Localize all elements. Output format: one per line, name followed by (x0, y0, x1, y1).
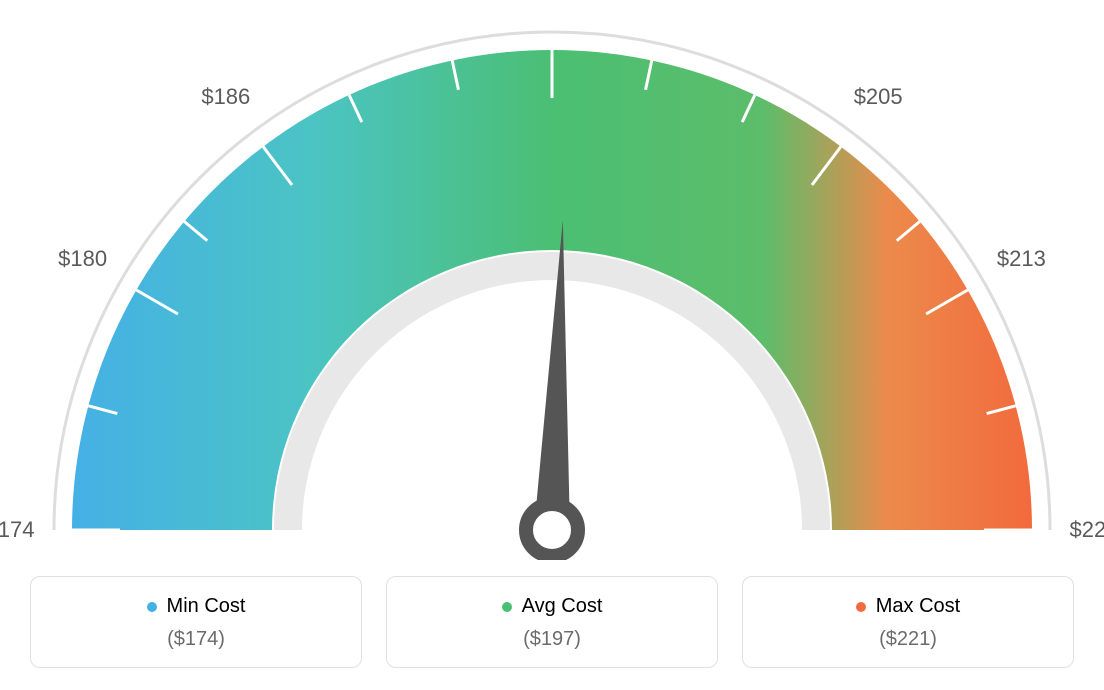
gauge-tick-label: $186 (201, 84, 250, 110)
legend-row: Min Cost ($174) Avg Cost ($197) Max Cost… (0, 576, 1104, 668)
legend-min-label: Min Cost (167, 595, 246, 618)
legend-max-label: Max Cost (876, 595, 960, 618)
legend-avg: Avg Cost ($197) (386, 576, 718, 668)
gauge-tick-label: $221 (1070, 517, 1104, 543)
gauge-tick-label: $197 (528, 0, 577, 1)
gauge-tick-label: $205 (854, 84, 903, 110)
gauge-tick-label: $213 (997, 246, 1046, 272)
legend-avg-title: Avg Cost (502, 595, 603, 618)
gauge-svg (0, 0, 1104, 560)
legend-min-value: ($174) (51, 628, 341, 651)
legend-avg-label: Avg Cost (522, 595, 603, 618)
legend-min-title: Min Cost (147, 595, 246, 618)
legend-max: Max Cost ($221) (742, 576, 1074, 668)
legend-min: Min Cost ($174) (30, 576, 362, 668)
dot-icon (856, 602, 866, 612)
gauge-chart: $174 $180 $186 $197 $205 $213 $221 (0, 0, 1104, 560)
gauge-tick-label: $174 (0, 517, 34, 543)
gauge-tick-label: $180 (58, 246, 107, 272)
dot-icon (502, 602, 512, 612)
legend-max-value: ($221) (763, 628, 1053, 651)
dot-icon (147, 602, 157, 612)
legend-max-title: Max Cost (856, 595, 960, 618)
legend-avg-value: ($197) (407, 628, 697, 651)
